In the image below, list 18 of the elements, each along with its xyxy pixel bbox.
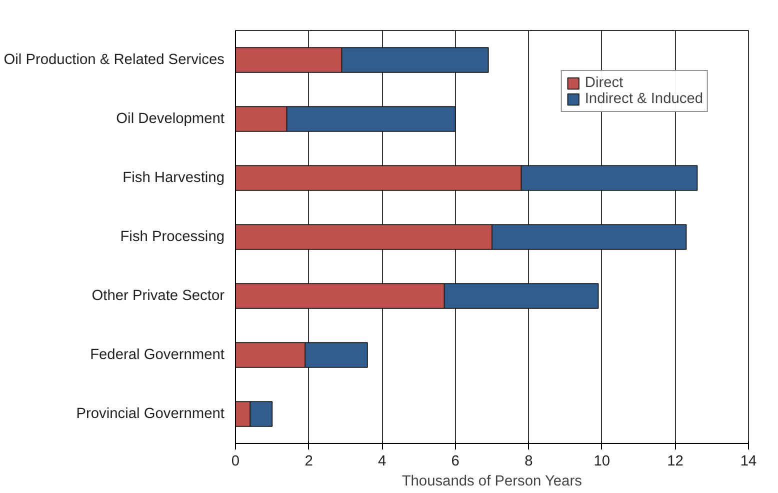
- x-tick-label: 0: [231, 454, 240, 470]
- y-tick-label: Oil Production & Related Services: [4, 52, 225, 68]
- x-axis-title: Thousands of Person Years: [402, 474, 582, 490]
- legend-label: Direct: [584, 75, 624, 91]
- x-tick-label: 14: [740, 454, 757, 470]
- y-tick-label: Fish Processing: [120, 229, 225, 245]
- y-tick-label: Provincial Government: [76, 406, 225, 422]
- y-tick-label: Fish Harvesting: [122, 170, 225, 186]
- y-tick-label: Federal Government: [90, 347, 225, 363]
- x-tick-label: 12: [667, 454, 684, 470]
- x-tick-label: 4: [378, 454, 386, 470]
- x-tick-label: 2: [304, 454, 313, 470]
- x-tick-label: 6: [451, 454, 460, 470]
- legend-label: Indirect & Induced: [584, 91, 703, 107]
- y-tick-label: Other Private Sector: [92, 288, 225, 304]
- x-tick-label: 10: [594, 454, 610, 470]
- y-tick-label: Oil Development: [116, 111, 225, 127]
- x-tick-label: 8: [524, 454, 533, 470]
